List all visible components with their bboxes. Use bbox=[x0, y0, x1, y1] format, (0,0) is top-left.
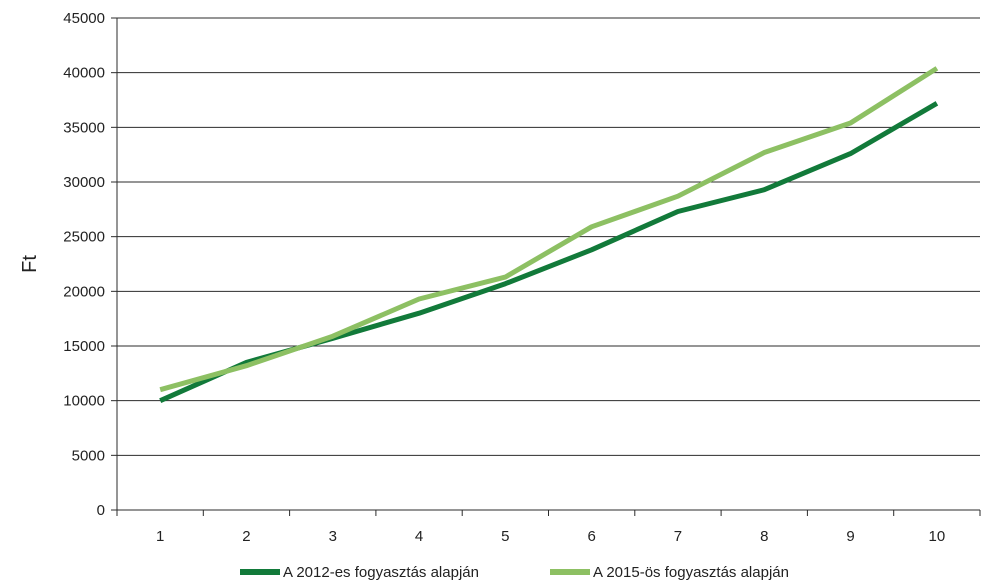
x-tick-label: 4 bbox=[415, 528, 423, 545]
legend-label-1: A 2012-es fogyasztás alapján bbox=[283, 564, 479, 581]
x-tick-label: 10 bbox=[929, 528, 946, 545]
x-tick-label: 3 bbox=[329, 528, 337, 545]
legend-label-2: A 2015-ös fogyasztás alapján bbox=[593, 564, 789, 581]
y-tick-labels: 0 5000 10000 15000 20000 25000 30000 35000 40000… bbox=[63, 10, 105, 519]
gridlines bbox=[111, 17, 980, 511]
x-tick-label: 2 bbox=[242, 528, 250, 545]
x-tick-label: 1 bbox=[156, 528, 164, 545]
y-tick-label: 15000 bbox=[63, 338, 105, 355]
y-axis-title: Ft bbox=[19, 255, 41, 273]
x-tick-label: 5 bbox=[501, 528, 509, 545]
y-tick-label: 25000 bbox=[63, 229, 105, 246]
y-tick-label: 40000 bbox=[63, 65, 105, 82]
y-tick-label: 35000 bbox=[63, 119, 105, 136]
y-tick-label: 5000 bbox=[72, 447, 105, 464]
y-tick-label: 45000 bbox=[63, 10, 105, 27]
x-tick-label: 8 bbox=[760, 528, 768, 545]
y-tick-label: 10000 bbox=[63, 393, 105, 410]
legend: A 2012-es fogyasztás alapján A 2015-ös fo… bbox=[240, 564, 789, 581]
x-tick-label: 9 bbox=[846, 528, 854, 545]
y-tick-label: 0 bbox=[97, 502, 105, 519]
x-tick-label: 7 bbox=[674, 528, 682, 545]
series-lines bbox=[159, 66, 939, 403]
x-tick-label: 6 bbox=[587, 528, 595, 545]
x-tick-labels: 1 2 3 4 5 6 7 8 9 10 bbox=[116, 510, 981, 545]
series-line-2 bbox=[159, 66, 939, 393]
y-tick-label: 20000 bbox=[63, 283, 105, 300]
y-tick-label: 30000 bbox=[63, 174, 105, 191]
